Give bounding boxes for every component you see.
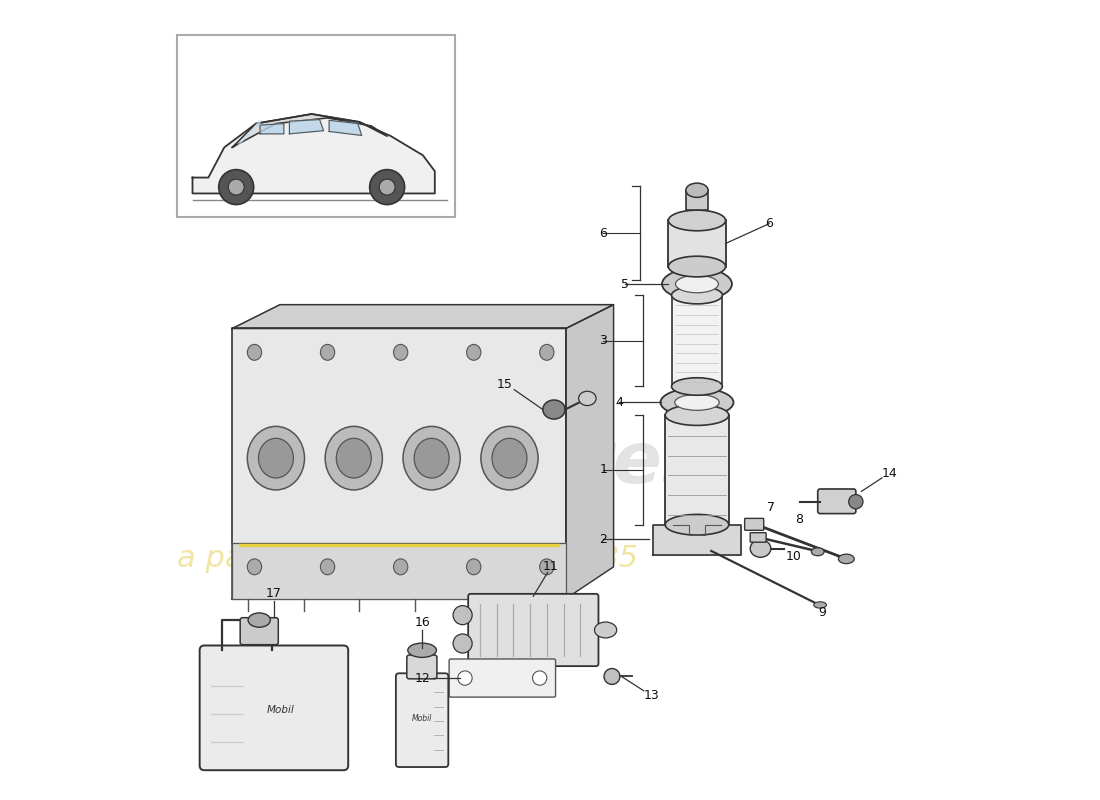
Ellipse shape: [675, 275, 718, 293]
Text: 8: 8: [794, 514, 803, 526]
Ellipse shape: [594, 622, 617, 638]
Ellipse shape: [660, 388, 734, 417]
Polygon shape: [232, 543, 565, 598]
FancyBboxPatch shape: [817, 489, 856, 514]
FancyBboxPatch shape: [750, 533, 766, 542]
Ellipse shape: [481, 426, 538, 490]
Text: 16: 16: [415, 616, 430, 629]
Ellipse shape: [669, 256, 726, 277]
FancyBboxPatch shape: [745, 518, 763, 530]
Ellipse shape: [669, 210, 726, 230]
Text: 11: 11: [543, 559, 559, 573]
Ellipse shape: [671, 378, 723, 395]
Ellipse shape: [604, 669, 620, 685]
Polygon shape: [232, 305, 614, 329]
Text: 12: 12: [415, 671, 430, 685]
Text: Mobil: Mobil: [411, 714, 432, 723]
Ellipse shape: [492, 438, 527, 478]
Ellipse shape: [532, 671, 547, 686]
FancyBboxPatch shape: [449, 659, 556, 697]
Ellipse shape: [394, 559, 408, 574]
Bar: [671, 295, 723, 386]
Ellipse shape: [666, 514, 729, 535]
Ellipse shape: [812, 548, 824, 556]
Polygon shape: [565, 305, 614, 598]
Circle shape: [229, 179, 244, 195]
Text: 6: 6: [766, 217, 773, 230]
FancyBboxPatch shape: [200, 646, 349, 770]
Text: 13: 13: [644, 689, 660, 702]
Polygon shape: [260, 123, 284, 134]
Ellipse shape: [337, 438, 372, 478]
Polygon shape: [232, 114, 387, 147]
Text: 17: 17: [266, 586, 282, 599]
FancyBboxPatch shape: [469, 594, 598, 666]
Ellipse shape: [453, 634, 472, 653]
Text: 14: 14: [882, 466, 898, 479]
Text: 2: 2: [600, 533, 607, 546]
Bar: [686, 190, 708, 210]
Bar: [177, 34, 454, 218]
Text: eurospares: eurospares: [249, 429, 705, 498]
Ellipse shape: [662, 268, 732, 300]
Text: a passion for parts since 1985: a passion for parts since 1985: [177, 544, 638, 574]
Circle shape: [379, 179, 395, 195]
Ellipse shape: [466, 559, 481, 574]
Ellipse shape: [666, 405, 729, 426]
Text: 10: 10: [786, 550, 802, 563]
Polygon shape: [232, 329, 565, 598]
Ellipse shape: [249, 613, 271, 627]
Text: 3: 3: [600, 334, 607, 347]
Polygon shape: [329, 120, 362, 135]
Text: Mobil: Mobil: [267, 705, 295, 715]
Bar: [666, 415, 729, 525]
Ellipse shape: [248, 344, 262, 360]
FancyBboxPatch shape: [396, 674, 449, 767]
Polygon shape: [236, 120, 260, 147]
Ellipse shape: [258, 438, 294, 478]
Ellipse shape: [540, 344, 554, 360]
Ellipse shape: [320, 559, 334, 574]
Ellipse shape: [403, 426, 460, 490]
Ellipse shape: [320, 344, 334, 360]
Ellipse shape: [849, 494, 864, 509]
Ellipse shape: [394, 344, 408, 360]
Text: 9: 9: [818, 606, 826, 618]
Ellipse shape: [814, 602, 826, 608]
Bar: [669, 221, 726, 266]
Ellipse shape: [415, 438, 449, 478]
Text: 7: 7: [767, 501, 774, 514]
Circle shape: [370, 170, 405, 205]
Text: 4: 4: [615, 396, 623, 409]
Text: 1: 1: [600, 463, 607, 477]
Polygon shape: [289, 119, 323, 134]
Ellipse shape: [540, 559, 554, 574]
Ellipse shape: [458, 671, 472, 686]
Ellipse shape: [674, 394, 719, 410]
Ellipse shape: [543, 400, 565, 419]
Ellipse shape: [326, 426, 383, 490]
FancyBboxPatch shape: [407, 655, 437, 679]
Ellipse shape: [248, 426, 305, 490]
Text: 6: 6: [600, 226, 607, 240]
Text: 15: 15: [497, 378, 513, 390]
Text: 5: 5: [621, 278, 629, 290]
Ellipse shape: [838, 554, 855, 564]
Polygon shape: [192, 114, 434, 194]
Ellipse shape: [686, 183, 708, 198]
Ellipse shape: [579, 391, 596, 406]
Ellipse shape: [408, 643, 437, 658]
Ellipse shape: [466, 344, 481, 360]
Ellipse shape: [453, 606, 472, 625]
Ellipse shape: [248, 559, 262, 574]
Polygon shape: [673, 525, 720, 535]
Polygon shape: [653, 525, 740, 555]
Ellipse shape: [671, 286, 723, 304]
Ellipse shape: [750, 540, 771, 558]
Circle shape: [219, 170, 254, 205]
FancyBboxPatch shape: [240, 618, 278, 645]
